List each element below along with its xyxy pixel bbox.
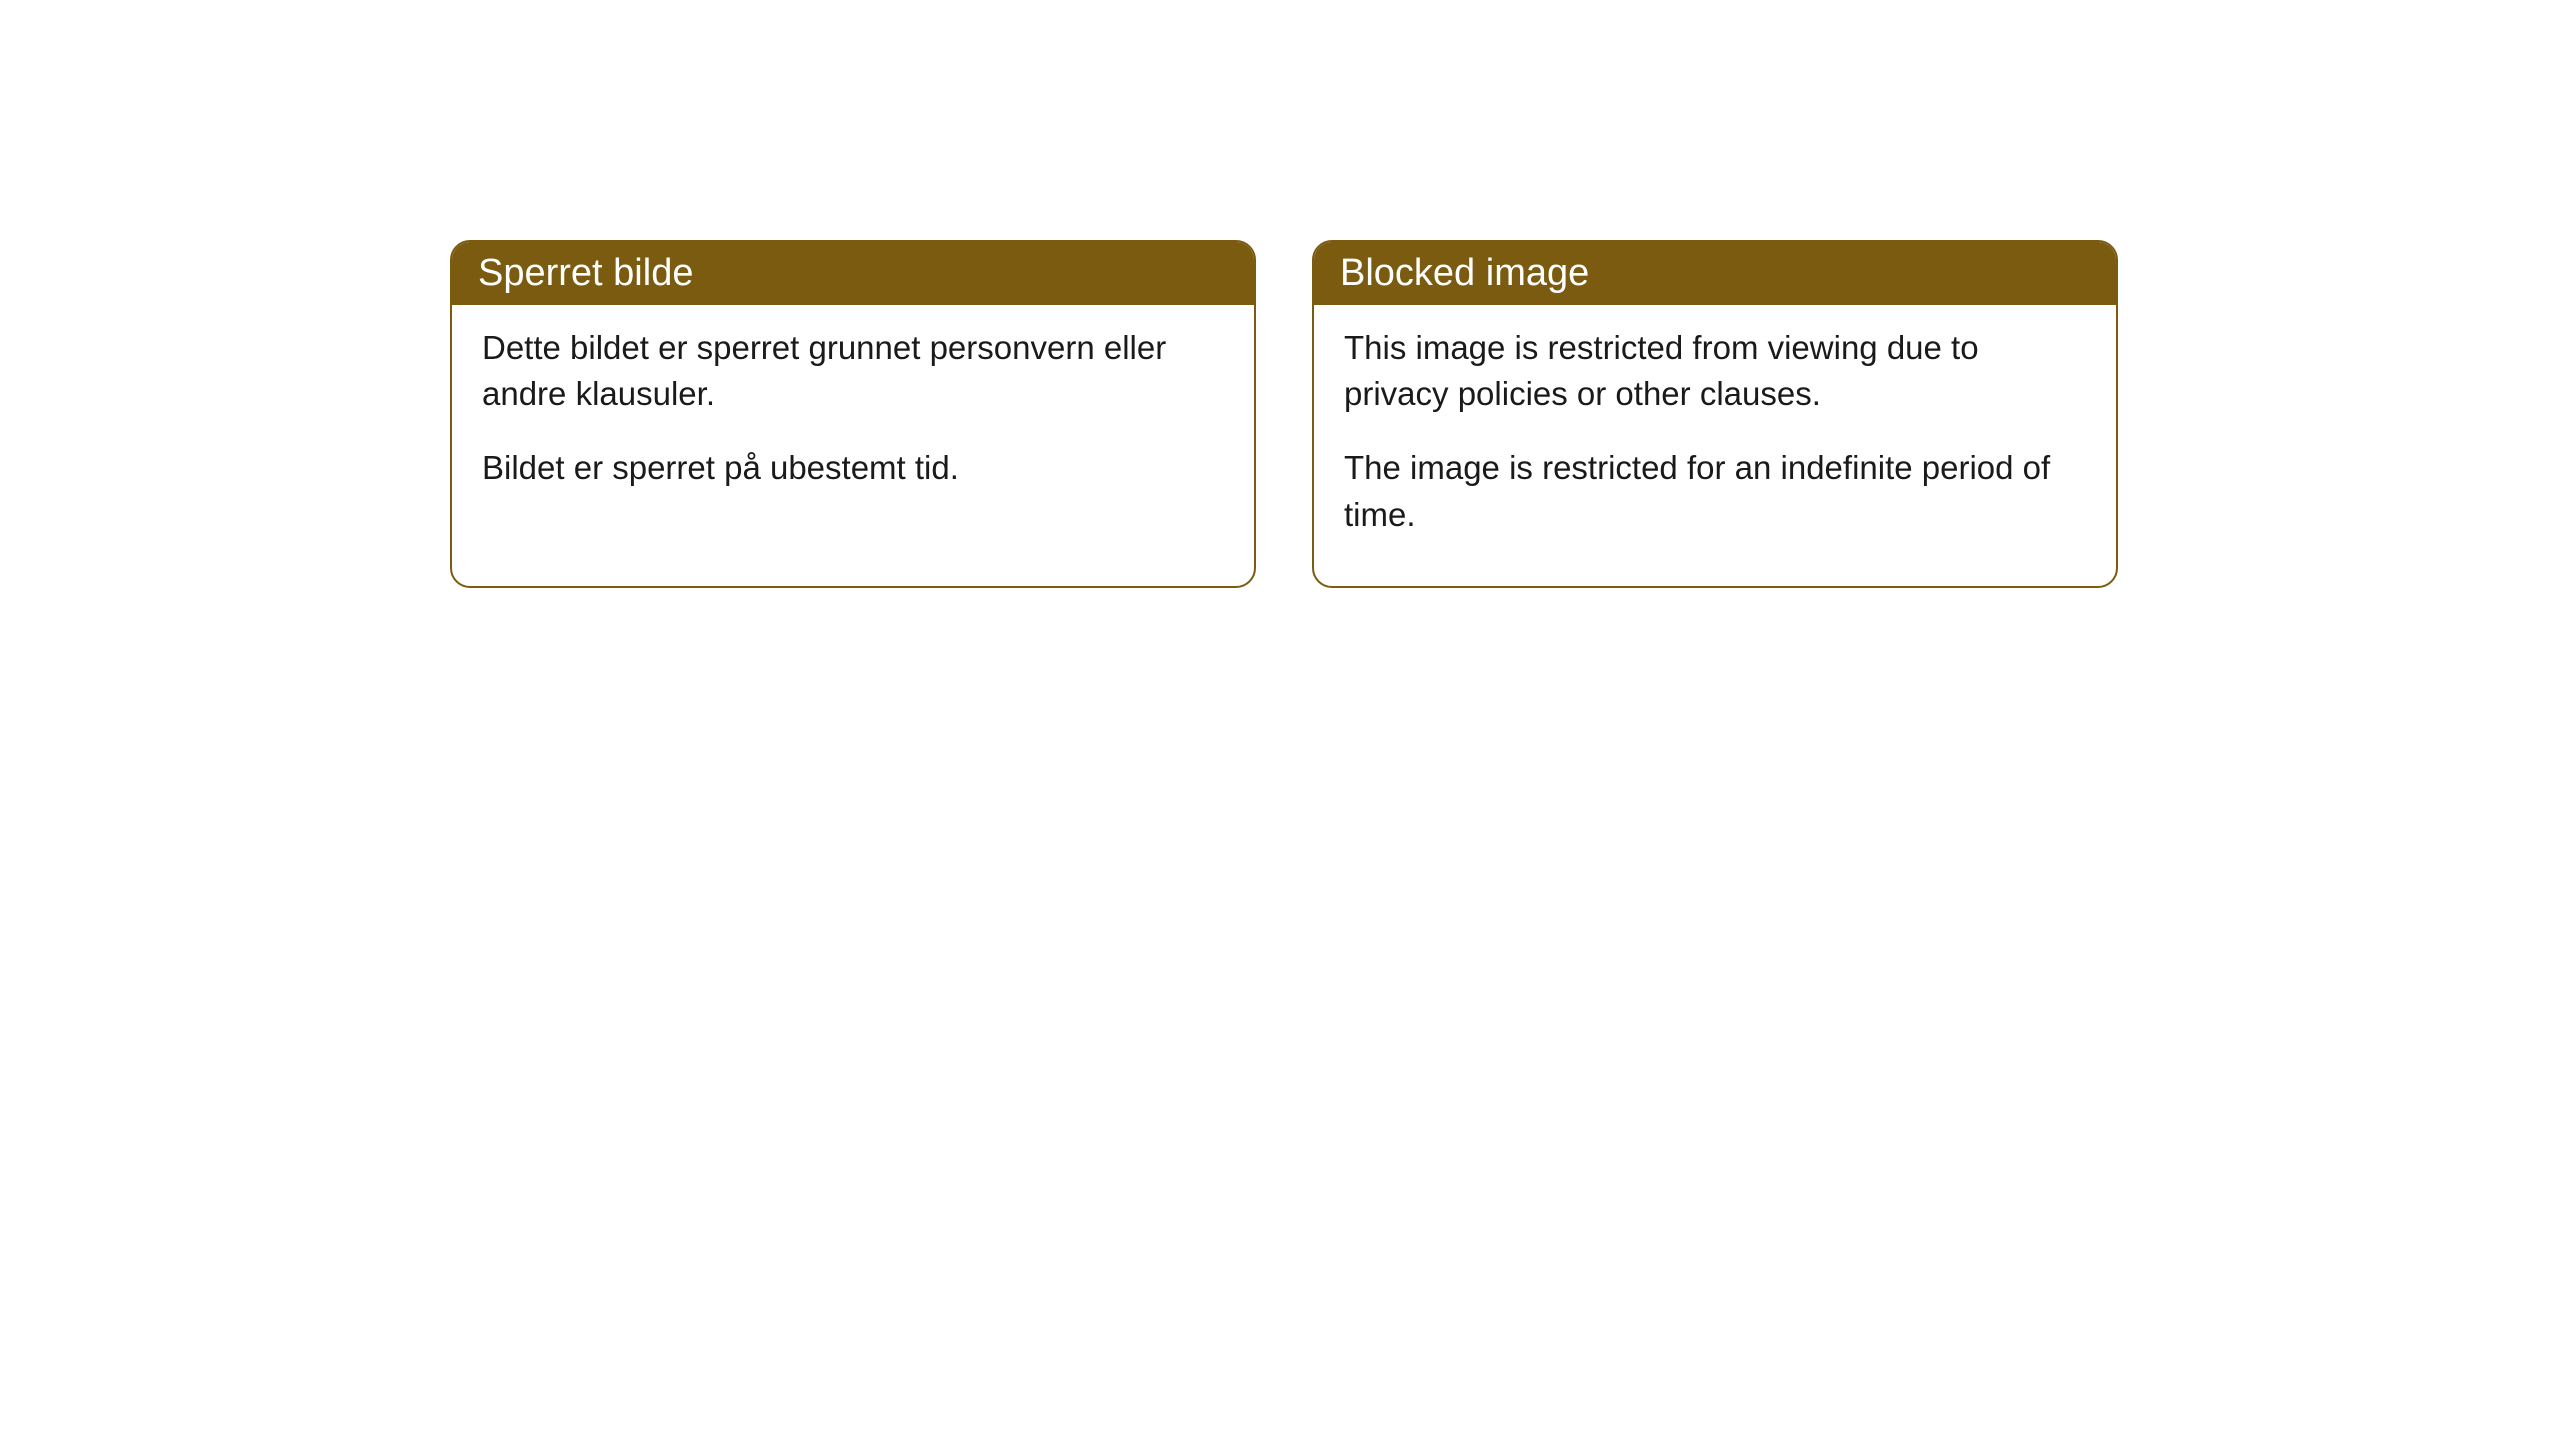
- card-title: Blocked image: [1340, 252, 1589, 294]
- card-paragraph: Dette bildet er sperret grunnet personve…: [482, 325, 1224, 417]
- card-paragraph: The image is restricted for an indefinit…: [1344, 445, 2086, 537]
- notice-card-norwegian: Sperret bilde Dette bildet er sperret gr…: [450, 240, 1256, 588]
- card-paragraph: This image is restricted from viewing du…: [1344, 325, 2086, 417]
- notice-container: Sperret bilde Dette bildet er sperret gr…: [450, 240, 2118, 588]
- notice-card-english: Blocked image This image is restricted f…: [1312, 240, 2118, 588]
- card-header: Sperret bilde: [452, 242, 1254, 305]
- card-body: Dette bildet er sperret grunnet personve…: [452, 305, 1254, 540]
- card-header: Blocked image: [1314, 242, 2116, 305]
- card-body: This image is restricted from viewing du…: [1314, 305, 2116, 586]
- card-paragraph: Bildet er sperret på ubestemt tid.: [482, 445, 1224, 491]
- card-title: Sperret bilde: [478, 252, 693, 294]
